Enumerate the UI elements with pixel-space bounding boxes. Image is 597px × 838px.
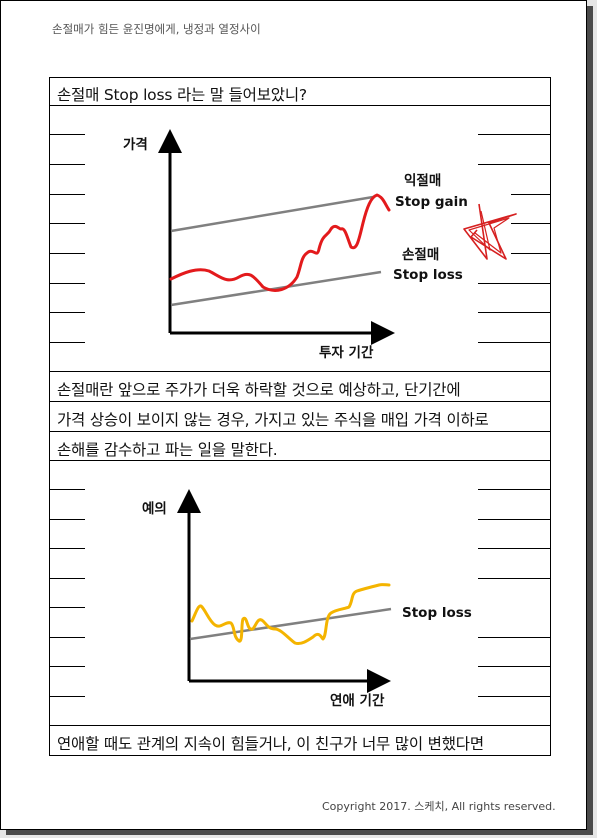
ruled-line bbox=[49, 460, 551, 461]
ruled-line bbox=[49, 371, 551, 372]
chart1-x-label: 투자 기간 bbox=[319, 344, 374, 361]
margin-rule-left bbox=[49, 223, 85, 224]
page-shadow-bottom bbox=[6, 830, 593, 835]
document-page: 손절매가 힘든 윤진명에게, 냉정과 열정사이 손절매 Stop loss 라는… bbox=[0, 0, 587, 830]
margin-rule-left bbox=[49, 489, 85, 490]
page-shadow-right bbox=[587, 6, 593, 834]
courtesy-curve bbox=[190, 583, 391, 645]
stop-loss-label-en: Stop loss bbox=[393, 267, 463, 283]
margin-rule-right bbox=[478, 696, 551, 697]
margin-rule-left bbox=[49, 134, 85, 135]
price-curve bbox=[169, 193, 391, 292]
stop-gain-label-ko: 익절매 bbox=[404, 172, 441, 189]
margin-rule-left bbox=[49, 164, 85, 165]
stop-gain-line bbox=[170, 195, 374, 233]
margin-rule-left bbox=[49, 696, 85, 697]
star-doodle-inner bbox=[468, 210, 510, 254]
chart2-x-label: 연애 기간 bbox=[330, 692, 385, 709]
chart2-y-label: 예의 bbox=[142, 500, 167, 517]
margin-rule-left bbox=[49, 578, 85, 579]
margin-rule-right bbox=[478, 578, 551, 579]
margin-rule-right bbox=[511, 253, 551, 254]
stop-gain-label-en: Stop gain bbox=[395, 194, 468, 210]
star-doodle bbox=[463, 203, 517, 260]
courtesy-diagram: 예의 연애 기간 Stop loss bbox=[142, 489, 472, 709]
chart1-y-label: 가격 bbox=[123, 136, 148, 153]
ruled-line bbox=[49, 725, 551, 726]
margin-rule-left bbox=[49, 548, 85, 549]
margin-rule-right bbox=[478, 548, 551, 549]
chart2-line-label: Stop loss bbox=[402, 605, 472, 621]
margin-rule-right bbox=[478, 342, 551, 343]
body-line-1: 손절매란 앞으로 주가가 더욱 하락할 것으로 예상하고, 단기간에 bbox=[57, 381, 461, 399]
margin-rule-left bbox=[49, 607, 85, 608]
margin-rule-right bbox=[478, 519, 551, 520]
margin-rule-right bbox=[478, 312, 551, 313]
ruled-line bbox=[49, 755, 551, 756]
margin-rule-left bbox=[49, 253, 85, 254]
margin-rule-right bbox=[478, 666, 551, 667]
margin-rule-right bbox=[478, 283, 551, 284]
stop-loss-line bbox=[189, 607, 392, 641]
stop-loss-diagram: 가격 투자 기간 익절매 Stop gain 손절매 Stop loss bbox=[123, 129, 517, 361]
margin-rule-left bbox=[49, 519, 85, 520]
ruled-line bbox=[49, 105, 551, 106]
margin-rule-left bbox=[49, 666, 85, 667]
margin-rule-right bbox=[478, 637, 551, 638]
body-line-2: 가격 상승이 보이지 않는 경우, 가지고 있는 주식을 매입 가격 이하로 bbox=[57, 411, 489, 429]
notebook-frame bbox=[49, 77, 551, 756]
margin-rule-right bbox=[511, 223, 551, 224]
margin-rule-left bbox=[49, 283, 85, 284]
copyright-footer: Copyright 2017. 스케치, All rights reserved… bbox=[322, 800, 556, 813]
margin-rule-right bbox=[478, 164, 551, 165]
margin-rule-left bbox=[49, 342, 85, 343]
body-line-3: 손해를 감수하고 파는 일을 말한다. bbox=[57, 441, 278, 459]
margin-rule-left bbox=[49, 312, 85, 313]
margin-rule-left bbox=[49, 194, 85, 195]
margin-rule-right bbox=[478, 134, 551, 135]
stop-loss-label-ko: 손절매 bbox=[402, 247, 439, 263]
page-header: 손절매가 힘든 윤진명에게, 냉정과 열정사이 bbox=[52, 22, 261, 36]
closing-line: 연애할 때도 관계의 지속이 힘들거나, 이 친구가 너무 많이 변했다면 bbox=[57, 735, 484, 753]
margin-rule-right bbox=[511, 194, 551, 195]
ruled-line bbox=[49, 77, 551, 78]
stop-loss-line bbox=[170, 270, 382, 307]
margin-rule-left bbox=[49, 637, 85, 638]
title-line: 손절매 Stop loss 라는 말 들어보았니? bbox=[57, 86, 307, 104]
margin-rule-right bbox=[478, 489, 551, 490]
ruled-line bbox=[49, 431, 551, 432]
ruled-line bbox=[49, 401, 551, 402]
